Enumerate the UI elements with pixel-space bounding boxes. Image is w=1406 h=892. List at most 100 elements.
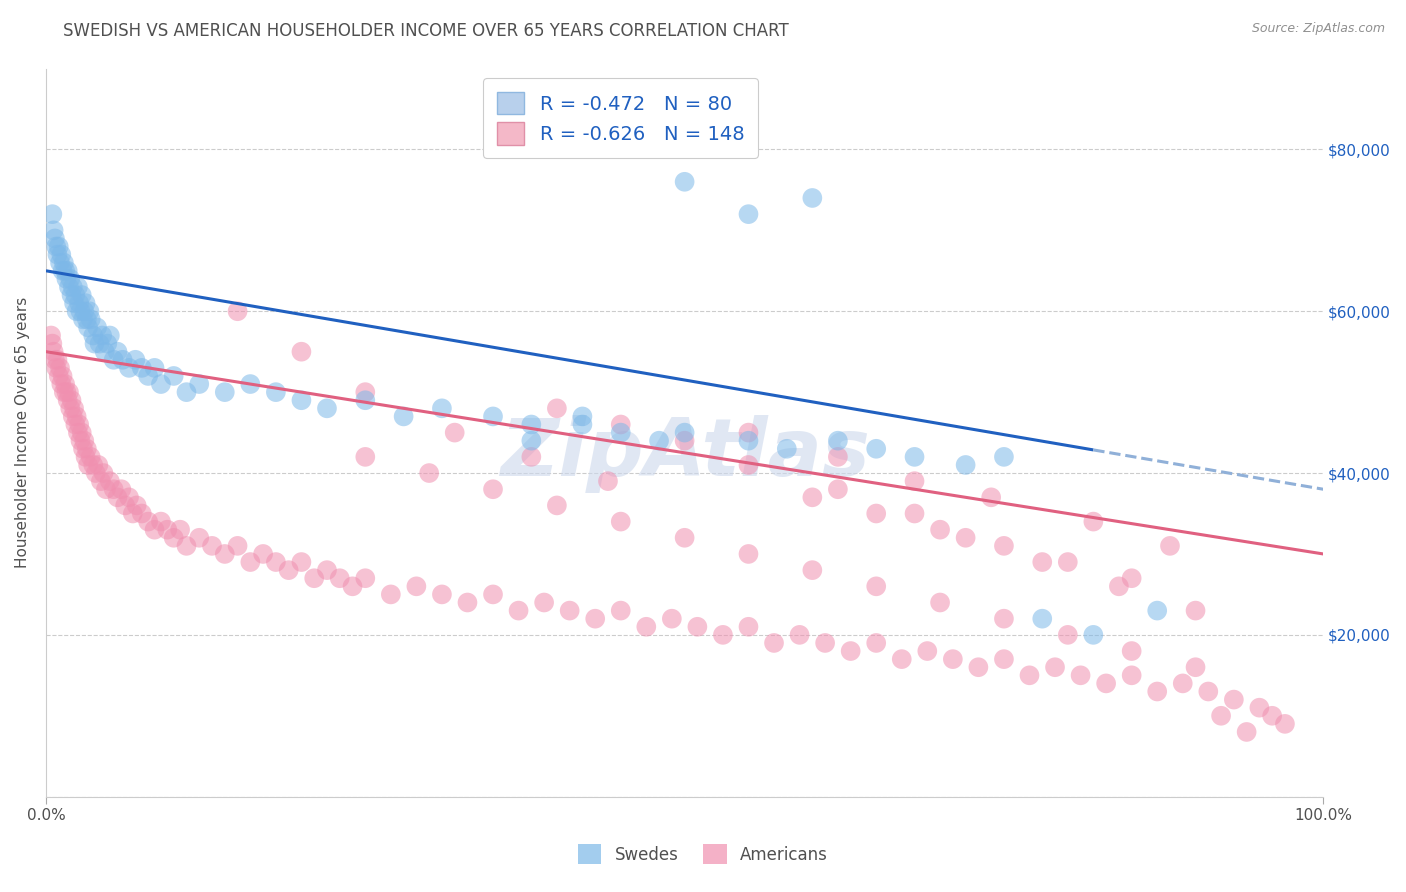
Point bbox=[45, 360, 67, 375]
Point bbox=[98, 328, 121, 343]
Point bbox=[980, 491, 1002, 505]
Point bbox=[87, 458, 110, 472]
Point bbox=[993, 612, 1015, 626]
Point bbox=[482, 587, 505, 601]
Point bbox=[62, 409, 84, 424]
Point bbox=[82, 458, 104, 472]
Point bbox=[111, 352, 134, 367]
Point bbox=[801, 491, 824, 505]
Point bbox=[59, 272, 82, 286]
Point bbox=[354, 571, 377, 585]
Point bbox=[83, 336, 105, 351]
Point bbox=[45, 239, 67, 253]
Point bbox=[264, 555, 287, 569]
Point bbox=[107, 491, 129, 505]
Point bbox=[1274, 717, 1296, 731]
Point bbox=[903, 474, 925, 488]
Point bbox=[456, 595, 478, 609]
Point bbox=[188, 377, 211, 392]
Point bbox=[955, 458, 977, 472]
Text: ZipAtlas: ZipAtlas bbox=[499, 416, 869, 493]
Point bbox=[1018, 668, 1040, 682]
Point bbox=[661, 612, 683, 626]
Point bbox=[72, 442, 94, 456]
Point bbox=[546, 401, 568, 416]
Point bbox=[839, 644, 862, 658]
Point bbox=[1083, 515, 1105, 529]
Point bbox=[46, 247, 69, 261]
Point bbox=[610, 425, 633, 440]
Point bbox=[107, 344, 129, 359]
Point bbox=[149, 515, 172, 529]
Point bbox=[737, 458, 759, 472]
Point bbox=[737, 207, 759, 221]
Point bbox=[380, 587, 402, 601]
Point bbox=[143, 360, 166, 375]
Point bbox=[63, 401, 86, 416]
Point bbox=[533, 595, 555, 609]
Point bbox=[890, 652, 912, 666]
Point bbox=[558, 604, 581, 618]
Point bbox=[66, 425, 89, 440]
Point bbox=[156, 523, 179, 537]
Point bbox=[1236, 725, 1258, 739]
Point bbox=[302, 571, 325, 585]
Point bbox=[571, 417, 593, 432]
Text: SWEDISH VS AMERICAN HOUSEHOLDER INCOME OVER 65 YEARS CORRELATION CHART: SWEDISH VS AMERICAN HOUSEHOLDER INCOME O… bbox=[63, 22, 789, 40]
Point bbox=[39, 328, 62, 343]
Point bbox=[865, 507, 887, 521]
Point bbox=[226, 304, 249, 318]
Point bbox=[1095, 676, 1118, 690]
Point bbox=[290, 344, 312, 359]
Text: Source: ZipAtlas.com: Source: ZipAtlas.com bbox=[1251, 22, 1385, 36]
Point bbox=[610, 417, 633, 432]
Point bbox=[131, 360, 153, 375]
Point bbox=[443, 425, 465, 440]
Point bbox=[55, 272, 77, 286]
Point bbox=[62, 280, 84, 294]
Point bbox=[93, 344, 115, 359]
Point bbox=[44, 352, 66, 367]
Point bbox=[51, 377, 73, 392]
Point bbox=[63, 296, 86, 310]
Point bbox=[52, 256, 75, 270]
Point bbox=[520, 417, 543, 432]
Point bbox=[53, 377, 76, 392]
Point bbox=[1197, 684, 1219, 698]
Point bbox=[56, 264, 79, 278]
Point bbox=[673, 531, 696, 545]
Point bbox=[1031, 555, 1053, 569]
Point bbox=[1083, 628, 1105, 642]
Point bbox=[583, 612, 606, 626]
Point bbox=[72, 312, 94, 326]
Point bbox=[942, 652, 965, 666]
Point bbox=[1121, 571, 1143, 585]
Point bbox=[110, 482, 132, 496]
Point bbox=[48, 239, 70, 253]
Point bbox=[354, 385, 377, 400]
Point bbox=[41, 207, 63, 221]
Point bbox=[865, 579, 887, 593]
Point bbox=[136, 368, 159, 383]
Point bbox=[865, 442, 887, 456]
Point bbox=[79, 312, 101, 326]
Point bbox=[59, 401, 82, 416]
Point bbox=[342, 579, 364, 593]
Point bbox=[48, 368, 70, 383]
Point bbox=[76, 442, 98, 456]
Point bbox=[73, 304, 96, 318]
Point bbox=[482, 482, 505, 496]
Point bbox=[801, 563, 824, 577]
Point bbox=[1249, 700, 1271, 714]
Point bbox=[52, 264, 75, 278]
Point bbox=[711, 628, 734, 642]
Point bbox=[1261, 708, 1284, 723]
Point bbox=[143, 523, 166, 537]
Point bbox=[51, 247, 73, 261]
Point bbox=[214, 547, 236, 561]
Point bbox=[70, 288, 93, 302]
Point bbox=[163, 531, 186, 545]
Point bbox=[65, 288, 87, 302]
Point bbox=[929, 523, 952, 537]
Point bbox=[1171, 676, 1194, 690]
